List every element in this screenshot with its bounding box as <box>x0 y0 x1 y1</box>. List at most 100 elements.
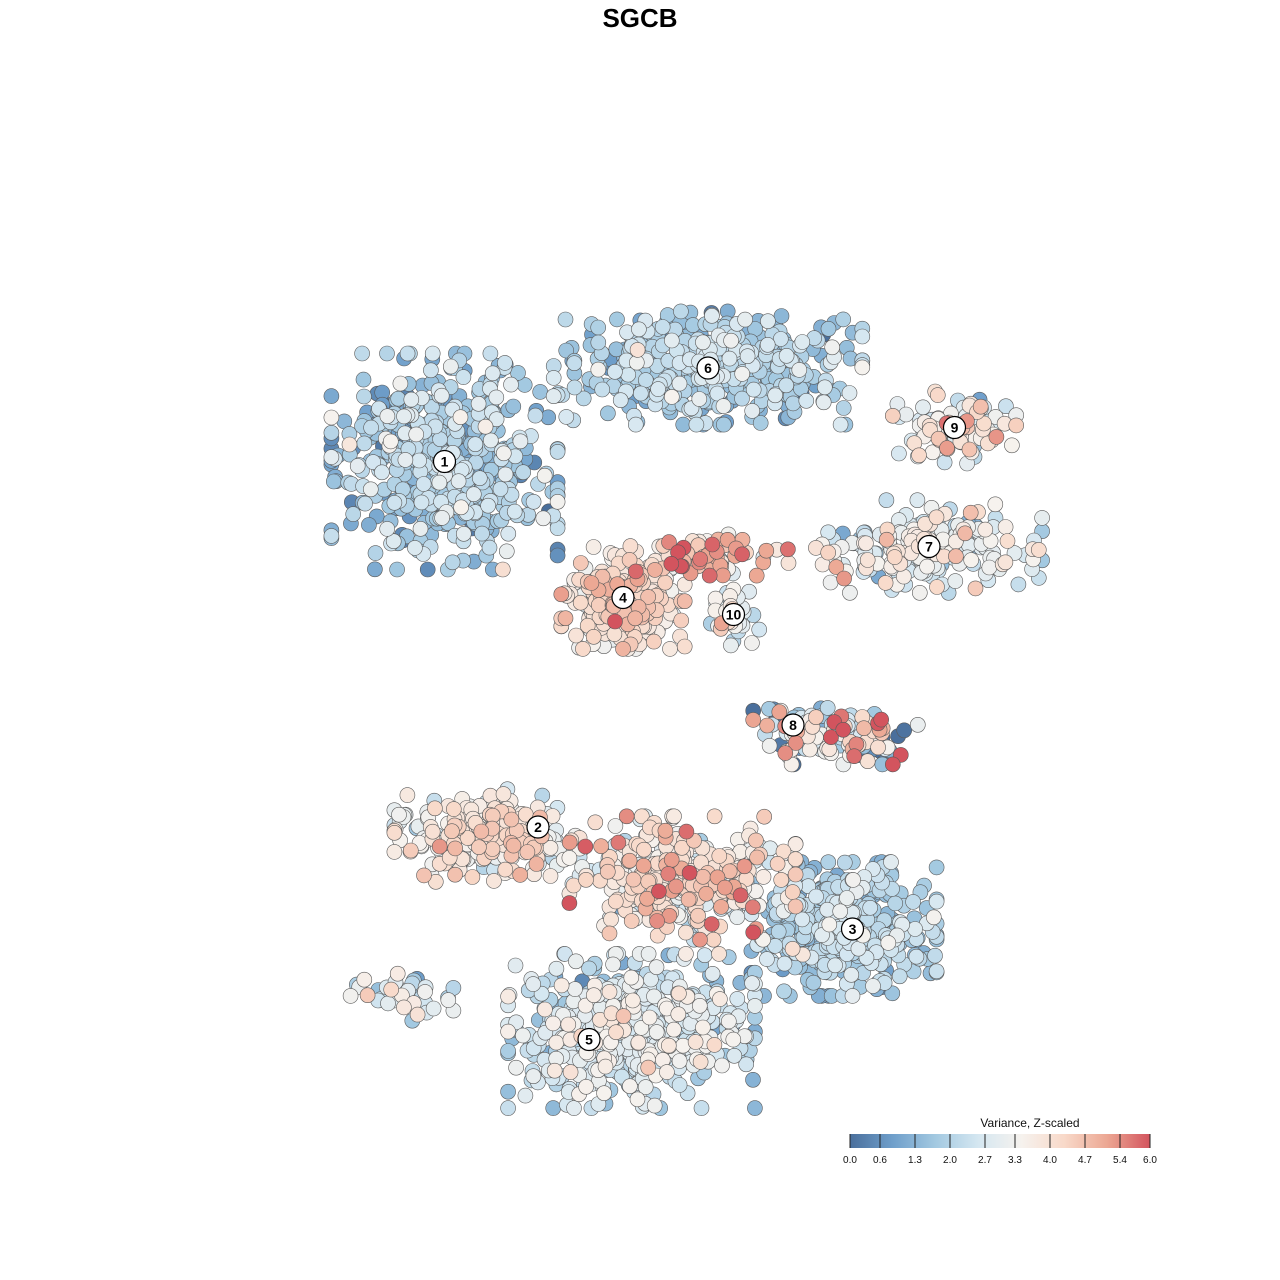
cell-point <box>392 375 409 392</box>
cell-point <box>717 879 733 896</box>
cell-point <box>356 388 372 405</box>
cluster-label-6: 6 <box>696 356 720 380</box>
cell-point <box>671 1077 688 1093</box>
cell-point <box>445 801 462 817</box>
cell-point <box>447 840 464 857</box>
cell-point <box>692 931 708 948</box>
cell-point <box>636 841 652 858</box>
cluster-label-7: 7 <box>917 534 941 559</box>
cell-point <box>399 787 416 803</box>
cell-point <box>651 883 667 900</box>
cell-point <box>865 978 881 994</box>
cell-point <box>671 1053 688 1069</box>
cell-point <box>482 345 499 362</box>
cell-point <box>567 981 583 997</box>
cell-point <box>361 517 377 533</box>
cell-point <box>794 334 811 350</box>
cell-point <box>525 976 542 992</box>
cell-point <box>957 525 973 542</box>
cell-point <box>704 536 721 553</box>
cell-point <box>510 365 526 381</box>
cell-point <box>787 851 804 868</box>
cell-point <box>355 371 372 388</box>
cell-point <box>884 756 901 773</box>
cell-point <box>680 891 697 908</box>
cluster-label-5: 5 <box>577 1027 601 1052</box>
cell-point <box>836 854 853 871</box>
cell-point <box>470 395 487 412</box>
legend-tick-label: 4.0 <box>1043 1155 1057 1166</box>
cell-point <box>498 543 515 560</box>
cell-point <box>412 520 429 537</box>
cell-point <box>627 563 644 580</box>
cell-point <box>477 418 494 435</box>
cell-point <box>815 394 832 411</box>
cell-point <box>1008 417 1025 434</box>
cell-point <box>467 436 484 453</box>
cell-point <box>609 311 625 328</box>
cell-point <box>977 521 994 538</box>
cell-point <box>908 948 925 965</box>
cell-point <box>784 884 801 900</box>
cell-point <box>508 1059 524 1076</box>
cell-point <box>442 358 459 375</box>
cell-point <box>391 806 407 823</box>
cell-point <box>566 1100 582 1116</box>
cell-point <box>773 308 790 324</box>
cell-point <box>409 1006 426 1023</box>
cell-point <box>805 974 822 991</box>
cell-point <box>607 363 623 380</box>
cell-point <box>382 433 399 450</box>
cell-point <box>734 546 750 563</box>
cell-point <box>625 871 642 888</box>
cell-point <box>505 398 522 415</box>
cell-point <box>455 369 472 385</box>
cell-point <box>854 359 871 376</box>
cell-point <box>835 721 852 738</box>
cell-point <box>756 808 773 825</box>
cell-point <box>769 855 786 872</box>
cell-point <box>640 946 657 962</box>
cell-point <box>905 894 921 910</box>
cell-point <box>928 859 945 876</box>
cell-point <box>415 476 432 492</box>
cell-point <box>749 849 765 866</box>
cell-point <box>745 924 762 941</box>
cell-point <box>386 494 403 511</box>
cell-point <box>455 525 472 542</box>
cell-point <box>566 355 583 372</box>
cell-point <box>630 1034 647 1051</box>
cell-point <box>663 851 680 868</box>
cell-point <box>512 867 529 883</box>
cell-point <box>464 869 481 885</box>
cell-point <box>704 965 721 982</box>
cell-point <box>911 447 927 464</box>
cluster-label-4: 4 <box>611 585 635 610</box>
cell-point <box>734 390 750 407</box>
cell-point <box>666 1021 682 1038</box>
cell-point <box>832 416 849 433</box>
cell-point <box>701 567 718 584</box>
cell-point <box>748 567 765 584</box>
cell-point <box>695 868 711 885</box>
cell-point <box>553 977 570 994</box>
cell-point <box>549 547 566 564</box>
legend-tick-label: 4.7 <box>1078 1155 1092 1166</box>
cell-point <box>549 493 566 510</box>
cell-point <box>737 311 753 328</box>
cell-point <box>528 856 545 872</box>
cell-point <box>859 552 876 568</box>
cell-point <box>497 355 513 371</box>
cell-point <box>473 823 490 840</box>
cell-point <box>745 381 762 398</box>
cell-point <box>755 869 772 885</box>
cell-point <box>482 432 499 449</box>
cell-point <box>705 931 722 948</box>
cell-point <box>359 987 376 1004</box>
cell-point <box>560 1016 577 1033</box>
cell-point <box>939 440 955 456</box>
cell-point <box>770 923 787 940</box>
cell-point <box>692 1054 709 1070</box>
cell-point <box>732 887 749 904</box>
cell-point <box>440 992 457 1008</box>
